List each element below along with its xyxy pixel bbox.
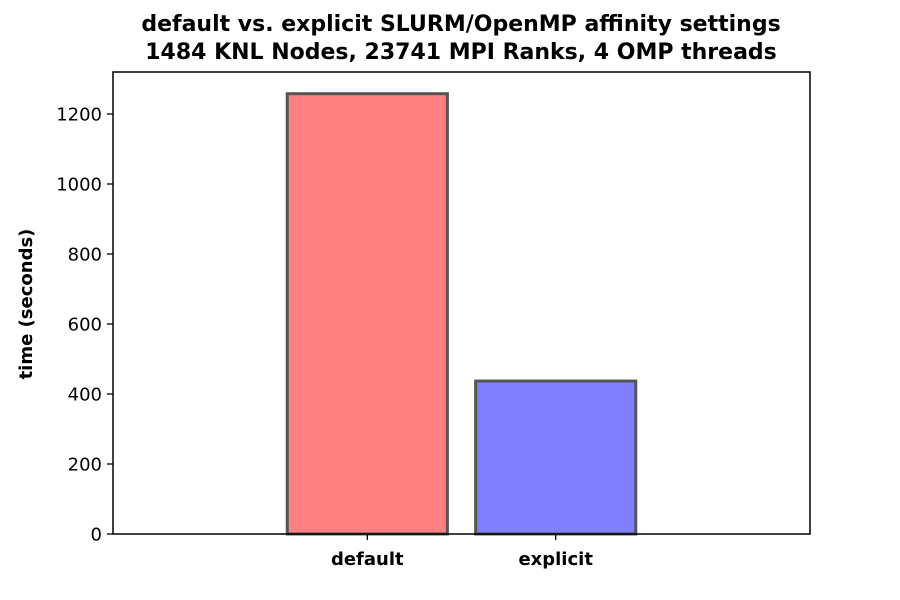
chart-title: default vs. explicit SLURM/OpenMP affini… (141, 12, 780, 37)
y-tick-label: 600 (68, 315, 102, 336)
axes-frame (112, 71, 811, 535)
y-tick-label: 800 (68, 245, 102, 266)
x-tick-label-default: default (331, 549, 404, 570)
y-tick-label: 400 (68, 385, 102, 406)
y-axis-label: time (seconds) (16, 229, 37, 380)
y-tick-label: 0 (91, 525, 102, 546)
plot-area: 0 200 400 600 800 1000 1200 default explicit (56, 71, 811, 570)
y-tick-label: 1000 (56, 175, 102, 196)
x-tick-label-explicit: explicit (518, 549, 593, 570)
bar-explicit (474, 379, 638, 536)
y-tick-label: 200 (68, 455, 102, 476)
bar-default (285, 92, 449, 536)
y-tick-label: 1200 (56, 105, 102, 126)
chart-subtitle: 1484 KNL Nodes, 23741 MPI Ranks, 4 OMP t… (145, 40, 777, 65)
